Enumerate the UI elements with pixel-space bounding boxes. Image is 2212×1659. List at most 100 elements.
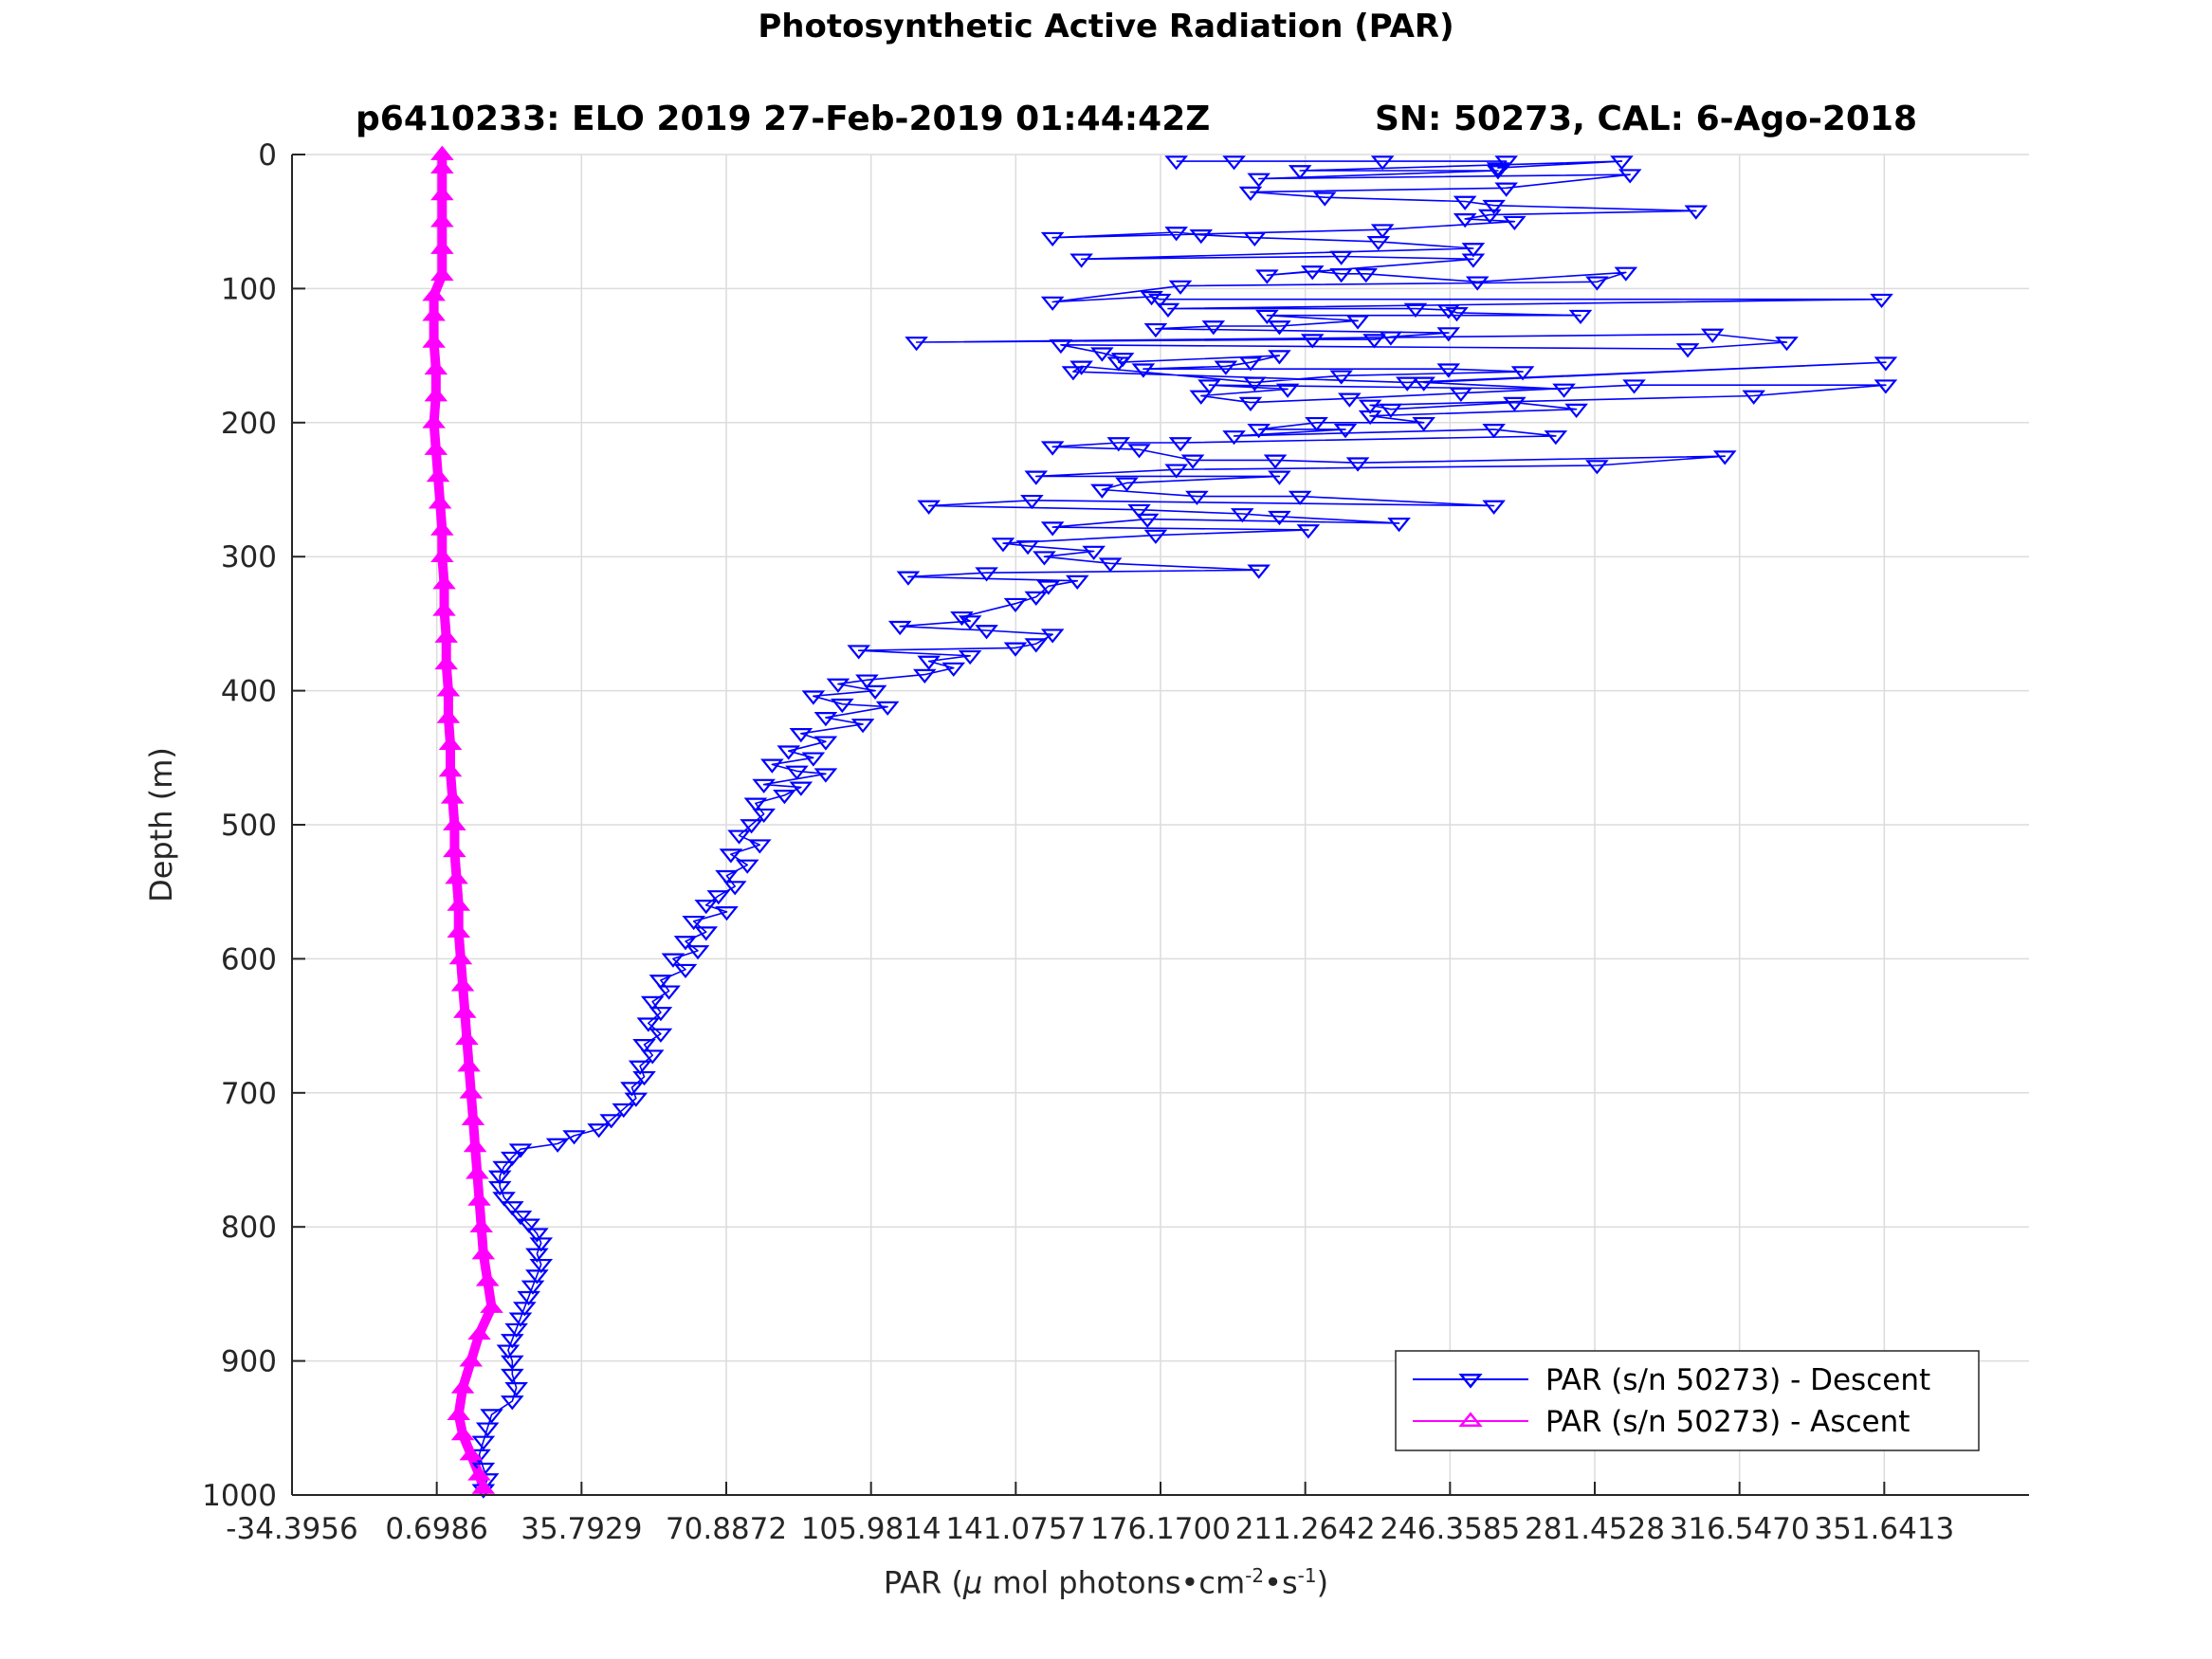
descent-marker <box>1412 376 1435 392</box>
x-tick-label: 141.0757 <box>945 1512 1086 1546</box>
descent-marker <box>773 790 796 805</box>
ascent-marker <box>443 842 466 858</box>
descent-marker <box>1015 540 1040 556</box>
ascent-marker <box>480 1298 503 1313</box>
descent-marker <box>1510 366 1535 381</box>
ascent-marker <box>436 708 461 723</box>
descent-marker <box>1712 450 1737 465</box>
descent-marker <box>1449 387 1473 403</box>
descent-marker <box>508 1143 533 1158</box>
ascent-marker <box>422 413 446 428</box>
descent-marker <box>657 985 681 1000</box>
ascent-marker <box>450 976 475 992</box>
ascent-marker <box>463 1138 487 1153</box>
descent-marker <box>1185 490 1209 505</box>
x-tick-label: 351.6413 <box>1814 1512 1954 1546</box>
descent-marker <box>917 500 941 515</box>
descent-marker <box>1564 403 1588 419</box>
descent-marker <box>801 752 826 767</box>
descent-marker <box>1040 441 1065 456</box>
ascent-marker <box>459 1352 484 1367</box>
descent-marker <box>1775 337 1799 352</box>
descent-marker <box>715 869 739 885</box>
x-tick-label: 70.8872 <box>666 1512 787 1546</box>
descent-marker <box>1065 574 1089 591</box>
descent-marker <box>719 848 743 864</box>
ascent-marker <box>448 950 473 965</box>
descent-marker <box>649 975 673 990</box>
descent-marker <box>1020 494 1044 510</box>
descent-marker <box>830 698 854 714</box>
descent-marker <box>673 963 698 979</box>
descent-marker <box>1700 328 1725 343</box>
descent-marker <box>1255 269 1279 284</box>
x-tick-label: 0.6986 <box>385 1512 487 1546</box>
ascent-marker <box>438 735 463 751</box>
descent-marker <box>1370 224 1395 239</box>
descent-line <box>478 160 1887 1490</box>
descent-marker <box>480 1409 503 1424</box>
descent-marker <box>1338 392 1362 408</box>
y-axis-label: Depth (m) <box>143 747 179 902</box>
ascent-marker <box>430 265 454 282</box>
ascent-marker <box>438 762 463 777</box>
descent-marker <box>1127 444 1151 459</box>
descent-marker <box>1370 155 1395 171</box>
ascent-marker <box>432 574 456 590</box>
descent-marker <box>1296 524 1321 539</box>
ascent-marker <box>434 628 458 643</box>
ascent-marker <box>430 186 454 201</box>
descent-marker <box>855 674 879 689</box>
descent-marker <box>1503 396 1526 411</box>
descent-marker <box>1345 457 1370 472</box>
x-tick-label: 35.7929 <box>521 1512 642 1546</box>
descent-marker <box>1127 503 1151 520</box>
descent-marker <box>740 819 763 834</box>
descent-marker <box>1230 508 1254 523</box>
ascent-marker <box>422 333 446 348</box>
descent-marker <box>1503 215 1526 231</box>
descent-marker <box>1622 379 1646 394</box>
descent-marker <box>673 936 698 951</box>
descent-marker <box>682 915 705 931</box>
descent-marker <box>1436 304 1461 319</box>
descent-marker <box>587 1123 611 1139</box>
descent-marker <box>814 768 838 783</box>
descent-marker <box>1247 424 1271 439</box>
descent-marker <box>1465 276 1490 291</box>
descent-marker <box>1049 338 1073 355</box>
descent-marker <box>1082 545 1106 560</box>
descent-marker <box>632 1070 656 1086</box>
descent-marker <box>1263 454 1288 469</box>
ascent-line <box>429 155 497 1490</box>
descent-marker <box>649 1007 673 1022</box>
descent-marker <box>1329 267 1353 283</box>
descent-marker <box>529 1258 554 1274</box>
descent-marker <box>814 712 838 727</box>
descent-marker <box>1033 551 1056 566</box>
ascent-marker <box>424 387 448 402</box>
ascent-marker <box>424 440 448 455</box>
descent-marker <box>636 1017 661 1032</box>
ascent-marker <box>447 922 471 938</box>
descent-marker <box>1329 370 1353 385</box>
descent-marker <box>504 1382 528 1397</box>
descent-marker <box>529 1237 554 1252</box>
ascent-marker <box>430 158 454 173</box>
ascent-marker <box>430 145 454 160</box>
descent-marker <box>801 690 826 705</box>
descent-marker <box>500 1368 524 1384</box>
legend[interactable]: PAR (s/n 50273) - Descent PAR (s/n 50273)… <box>1395 1350 1980 1451</box>
ascent-marker <box>475 1271 500 1286</box>
descent-marker <box>1040 521 1065 537</box>
descent-marker <box>492 1192 516 1207</box>
descent-marker <box>847 645 871 660</box>
descent-marker <box>735 859 759 874</box>
descent-marker <box>1189 390 1214 405</box>
descent-marker <box>1135 513 1160 528</box>
descent-marker <box>1300 334 1325 349</box>
ascent-marker <box>424 359 448 375</box>
y-tick-label: 0 <box>258 138 277 173</box>
descent-marker <box>1140 291 1163 306</box>
descent-marker <box>1268 320 1291 336</box>
